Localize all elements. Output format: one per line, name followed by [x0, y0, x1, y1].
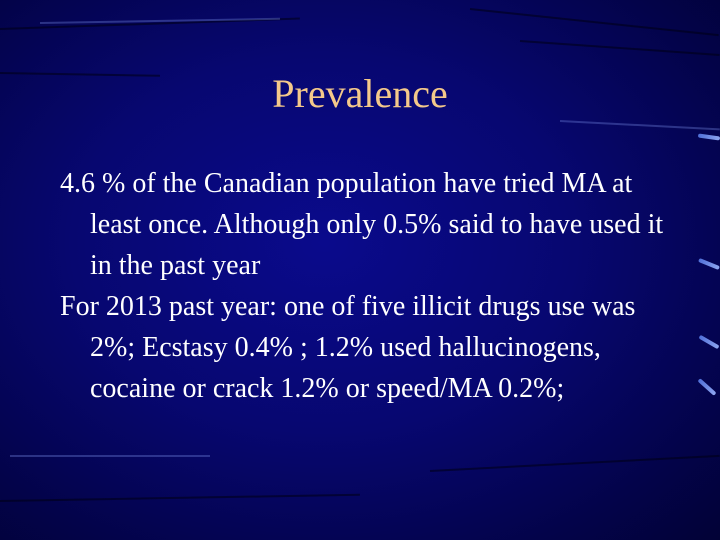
- background-streak: [429, 454, 720, 472]
- background-streak: [10, 455, 210, 457]
- accent-tick: [697, 378, 717, 396]
- accent-tick: [697, 133, 720, 141]
- bullet-item: 4.6 % of the Canadian population have tr…: [60, 168, 664, 281]
- accent-tick: [698, 258, 720, 270]
- slide-title: Prevalence: [272, 71, 448, 116]
- background-streak: [559, 120, 720, 131]
- accent-tick: [698, 334, 720, 350]
- background-streak: [519, 40, 720, 56]
- background-streak: [0, 493, 360, 502]
- bullet-item: For 2013 past year: one of five illicit …: [60, 291, 636, 404]
- background-streak: [469, 8, 719, 37]
- bullet-list: 4.6 % of the Canadian population have tr…: [60, 163, 670, 409]
